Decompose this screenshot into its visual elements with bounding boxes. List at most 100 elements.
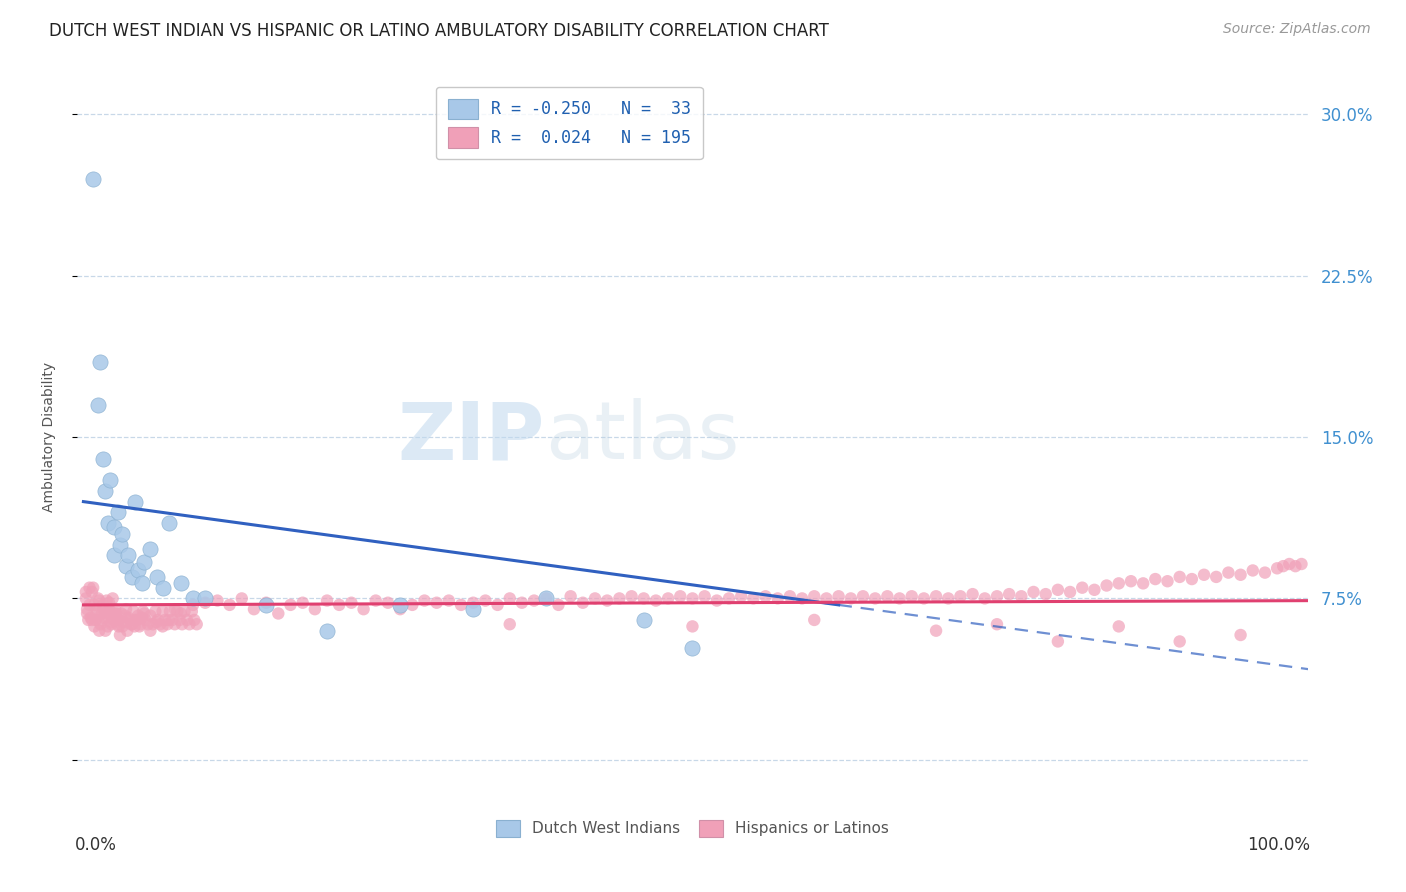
Point <box>1059 585 1081 599</box>
Point <box>125 613 148 627</box>
Point <box>1229 567 1251 582</box>
Point <box>159 604 181 618</box>
Point <box>170 576 193 591</box>
Point <box>79 581 101 595</box>
Point <box>1083 582 1105 597</box>
Point <box>124 619 146 633</box>
Point <box>107 617 129 632</box>
Point <box>1241 564 1264 578</box>
Point <box>107 505 129 519</box>
Point <box>463 602 485 616</box>
Point <box>1035 587 1057 601</box>
Point <box>146 613 169 627</box>
Point <box>186 617 208 632</box>
Point <box>115 559 138 574</box>
Point <box>766 591 789 606</box>
Point <box>536 591 558 606</box>
Point <box>94 624 117 638</box>
Point <box>413 593 436 607</box>
Point <box>83 598 105 612</box>
Point <box>1278 557 1301 571</box>
Point <box>132 604 155 618</box>
Point <box>609 591 631 606</box>
Point <box>389 598 412 612</box>
Point <box>645 593 668 607</box>
Point <box>1022 585 1045 599</box>
Point <box>76 607 98 621</box>
Point <box>87 398 110 412</box>
Point <box>596 593 619 607</box>
Point <box>131 576 153 591</box>
Point <box>98 473 121 487</box>
Text: ZIP: ZIP <box>398 398 546 476</box>
Text: atlas: atlas <box>546 398 740 476</box>
Point <box>973 591 995 606</box>
Point <box>86 602 108 616</box>
Point <box>790 591 813 606</box>
Point <box>560 589 582 603</box>
Point <box>87 591 110 606</box>
Point <box>620 589 643 603</box>
Point <box>89 593 111 607</box>
Point <box>80 585 103 599</box>
Point <box>682 591 704 606</box>
Point <box>998 587 1021 601</box>
Point <box>112 615 135 629</box>
Point <box>117 611 139 625</box>
Point <box>682 619 704 633</box>
Point <box>143 604 166 618</box>
Point <box>75 591 97 606</box>
Point <box>316 593 339 607</box>
Point <box>1156 574 1178 589</box>
Point <box>1265 561 1288 575</box>
Point <box>125 613 148 627</box>
Point <box>134 555 156 569</box>
Point <box>117 624 139 638</box>
Point <box>1192 567 1215 582</box>
Point <box>76 602 98 616</box>
Point <box>111 527 134 541</box>
Text: 0.0%: 0.0% <box>75 836 117 854</box>
Point <box>377 596 399 610</box>
Point <box>80 611 103 625</box>
Point <box>900 589 922 603</box>
Point <box>1168 634 1191 648</box>
Point <box>98 596 121 610</box>
Point <box>364 593 387 607</box>
Point <box>118 613 141 627</box>
Point <box>103 613 125 627</box>
Point <box>145 570 167 584</box>
Point <box>254 596 277 610</box>
Point <box>163 602 186 616</box>
Point <box>401 598 423 612</box>
Point <box>98 602 121 616</box>
Text: Source: ZipAtlas.com: Source: ZipAtlas.com <box>1223 22 1371 37</box>
Point <box>194 596 217 610</box>
Point <box>108 538 131 552</box>
Point <box>1218 566 1240 580</box>
Point <box>107 613 129 627</box>
Point <box>1144 572 1167 586</box>
Point <box>135 613 157 627</box>
Point <box>912 591 935 606</box>
Point <box>82 581 104 595</box>
Point <box>706 593 728 607</box>
Point <box>153 613 176 627</box>
Point <box>176 613 198 627</box>
Point <box>839 591 862 606</box>
Point <box>145 615 167 629</box>
Point <box>166 604 188 618</box>
Point <box>157 516 180 530</box>
Point <box>100 617 122 632</box>
Point <box>131 611 153 625</box>
Point <box>179 617 201 632</box>
Point <box>169 613 191 627</box>
Point <box>779 589 801 603</box>
Point <box>136 617 159 632</box>
Point <box>91 451 114 466</box>
Point <box>231 591 253 606</box>
Point <box>170 607 193 621</box>
Point <box>90 607 112 621</box>
Text: 100.0%: 100.0% <box>1247 836 1310 854</box>
Point <box>111 619 134 633</box>
